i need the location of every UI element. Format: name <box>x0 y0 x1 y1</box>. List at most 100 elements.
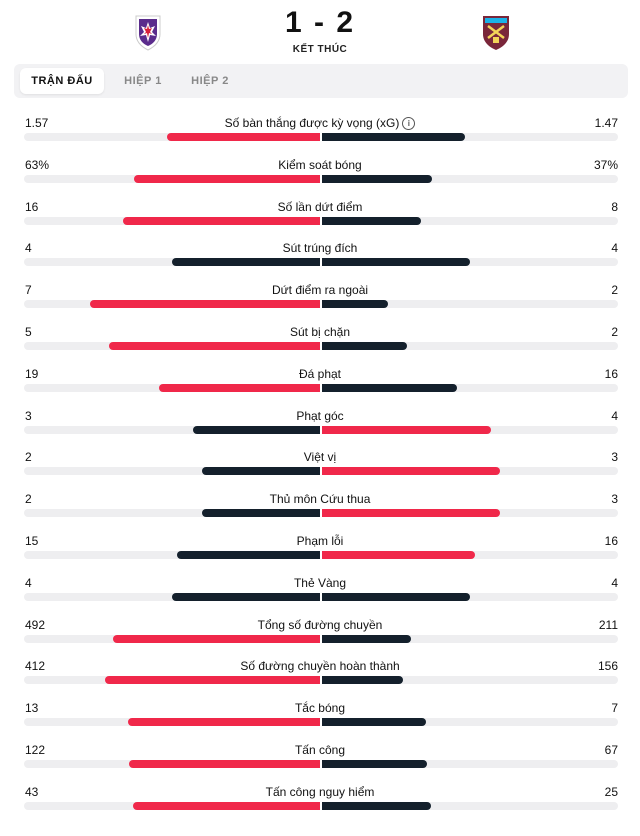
stat-label: Phạt góc <box>0 409 640 423</box>
stat-row: 2 Việt vị 3 <box>0 442 640 484</box>
stat-away-track <box>322 801 618 810</box>
stat-label-text: Tổng số đường chuyền <box>257 617 383 632</box>
stat-away-bar <box>322 341 407 350</box>
stat-label-text: Số lần dứt điểm <box>277 199 363 214</box>
stat-home-value: 2 <box>25 450 32 465</box>
stat-home-value: 2 <box>25 492 32 507</box>
west-ham-crest-icon[interactable] <box>476 12 516 52</box>
stat-away-value: 3 <box>611 492 618 507</box>
stat-label-text: Số bàn thắng được kỳ vọng (xG) <box>224 116 400 130</box>
stat-home-value: 122 <box>25 742 46 757</box>
stat-away-value: 2 <box>611 283 618 298</box>
stat-away-track <box>322 550 618 559</box>
stat-label: Thủ môn Cứu thua <box>0 492 640 506</box>
stat-home-track <box>24 383 320 392</box>
stat-label-text: Tấn công <box>294 742 346 757</box>
stat-label: Tổng số đường chuyền <box>0 618 640 632</box>
stat-home-track <box>24 341 320 350</box>
stat-away-value: 4 <box>611 241 618 256</box>
info-icon[interactable]: i <box>402 117 416 130</box>
stat-home-bar <box>105 676 320 685</box>
stat-home-track <box>24 258 320 267</box>
stat-away-bar <box>322 592 470 601</box>
stat-away-track <box>322 341 618 350</box>
stat-away-value: 211 <box>598 617 618 632</box>
stat-home-track <box>24 759 320 768</box>
stat-row: 412 Số đường chuyền hoàn thành 156 <box>0 651 640 693</box>
stat-away-bar <box>322 133 466 141</box>
stat-away-value: 67 <box>604 742 618 757</box>
stat-away-value: 4 <box>611 408 618 423</box>
match-header: 1 - 2 KẾT THÚC <box>0 0 640 64</box>
stat-label: Tấn công nguy hiểm <box>0 785 640 799</box>
stat-away-value: 25 <box>604 784 618 799</box>
stat-away-bar <box>322 801 431 810</box>
stat-away-value: 7 <box>611 701 618 716</box>
stat-away-bar <box>322 550 475 559</box>
match-status: KẾT THÚC <box>292 44 348 55</box>
stat-home-value: 63% <box>25 157 50 172</box>
stat-label: Phạm lỗi <box>0 534 640 548</box>
stat-home-track <box>24 634 320 643</box>
stat-label: Số lần dứt điểm <box>0 200 640 214</box>
stat-away-value: 156 <box>597 659 618 674</box>
tab-half-1[interactable]: HIỆP 1 <box>124 75 162 87</box>
stat-home-value: 3 <box>25 408 32 423</box>
tab-match[interactable]: TRẬN ĐẤU <box>20 68 104 94</box>
stat-away-value: 37% <box>593 157 618 172</box>
stat-away-value: 2 <box>611 324 618 339</box>
stat-away-value: 16 <box>604 366 618 381</box>
stat-row: 5 Sút bị chặn 2 <box>0 317 640 359</box>
stat-home-bar <box>112 634 320 643</box>
stat-row: 15 Phạm lỗi 16 <box>0 526 640 568</box>
stat-row: 3 Phạt góc 4 <box>0 401 640 443</box>
stat-home-track <box>24 718 320 727</box>
stat-label: Số đường chuyền hoàn thành <box>0 659 640 673</box>
stat-away-bar <box>322 467 500 476</box>
stat-away-track <box>322 174 618 183</box>
stat-home-track <box>24 467 320 476</box>
stat-home-value: 43 <box>25 784 39 799</box>
stat-label: Đá phạt <box>0 367 640 381</box>
stat-home-bar <box>167 133 320 141</box>
stat-row: 16 Số lần dứt điểm 8 <box>0 192 640 234</box>
stat-home-bar <box>108 341 320 350</box>
stat-away-track <box>322 383 618 392</box>
stat-away-value: 3 <box>611 450 618 465</box>
stat-away-bar <box>322 383 458 392</box>
stat-away-bar <box>322 718 426 727</box>
stat-away-track <box>322 300 618 309</box>
stat-home-bar <box>176 550 320 559</box>
stat-away-track <box>322 634 618 643</box>
stat-home-value: 492 <box>25 617 46 632</box>
stat-home-track <box>24 509 320 518</box>
stat-away-track <box>322 759 618 768</box>
stat-away-bar <box>322 676 404 685</box>
stat-label: Kiểm soát bóng <box>0 158 640 172</box>
stat-label: Tấn công <box>0 743 640 757</box>
tab-half-2[interactable]: HIỆP 2 <box>191 75 229 87</box>
stat-label-text: Đá phạt <box>298 366 342 381</box>
stat-home-value: 16 <box>25 199 39 214</box>
stat-home-bar <box>89 300 320 309</box>
stat-home-track <box>24 801 320 810</box>
stat-label: Thẻ Vàng <box>0 576 640 590</box>
stat-row: 43 Tấn công nguy hiểm 25 <box>0 777 640 819</box>
stat-away-bar <box>322 509 500 518</box>
stat-away-value: 4 <box>611 575 618 590</box>
fiorentina-crest-icon[interactable] <box>128 12 168 52</box>
match-score: 1 - 2 <box>284 6 356 39</box>
stat-home-track <box>24 216 320 225</box>
stat-away-bar <box>322 216 421 225</box>
stat-label-text: Việt vị <box>303 450 337 465</box>
stat-away-bar <box>322 300 388 309</box>
stat-away-value: 1.47 <box>594 116 618 130</box>
stat-home-bar <box>127 718 320 727</box>
stat-label-text: Phạt góc <box>296 408 344 423</box>
stat-row: 2 Thủ môn Cứu thua 3 <box>0 484 640 526</box>
stat-label: Số bàn thắng được kỳ vọng (xG) i <box>0 116 640 130</box>
stat-label: Dứt điểm ra ngoài <box>0 283 640 297</box>
stat-label-text: Thẻ Vàng <box>293 575 347 590</box>
stat-home-bar <box>172 258 320 267</box>
stat-row: 13 Tắc bóng 7 <box>0 693 640 735</box>
